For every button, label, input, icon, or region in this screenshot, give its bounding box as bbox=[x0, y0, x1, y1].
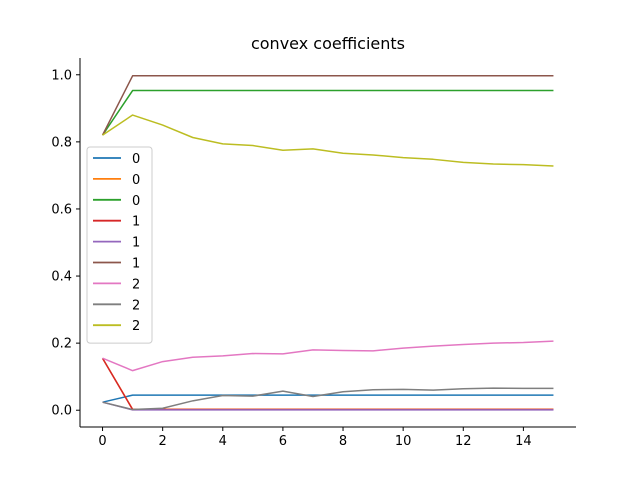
series-line-4 bbox=[102, 401, 554, 411]
y-tick-label: 0.2 bbox=[51, 337, 72, 352]
legend-label: 0 bbox=[132, 194, 140, 209]
series-line-2 bbox=[101, 89, 554, 136]
y-tick-label: 0.6 bbox=[51, 202, 72, 217]
y-tick-label: 0.8 bbox=[51, 135, 72, 150]
y-tick-label: 0.0 bbox=[51, 404, 72, 419]
x-tick-label: 0 bbox=[98, 434, 106, 449]
legend: 0 0 0 1 1 1 2 2 2 bbox=[86, 146, 153, 344]
axes: 0 2 4 6 8 10 12 140.00.20.40.60.81.0 bbox=[51, 58, 576, 449]
chart-title: convex coefficients bbox=[251, 34, 405, 53]
x-tick-label: 12 bbox=[455, 434, 472, 449]
series-line-8 bbox=[102, 114, 554, 167]
legend-label: 2 bbox=[132, 277, 140, 292]
y-tick-label: 1.0 bbox=[51, 68, 72, 83]
plot-lines bbox=[101, 75, 554, 411]
x-tick-label: 2 bbox=[159, 434, 167, 449]
legend-label: 1 bbox=[132, 236, 140, 251]
series-line-7 bbox=[102, 387, 554, 411]
legend-label: 0 bbox=[132, 152, 140, 167]
x-tick-label: 8 bbox=[339, 434, 347, 449]
x-tick-label: 4 bbox=[219, 434, 227, 449]
legend-box bbox=[86, 146, 153, 344]
series-line-3 bbox=[101, 357, 554, 411]
legend-label: 1 bbox=[132, 257, 140, 272]
series-line-5 bbox=[101, 75, 554, 136]
x-tick-label: 10 bbox=[395, 434, 412, 449]
series-line-6 bbox=[102, 340, 554, 372]
y-tick-label: 0.4 bbox=[51, 270, 72, 285]
series-line-0 bbox=[102, 394, 554, 403]
x-tick-label: 14 bbox=[515, 434, 532, 449]
legend-label: 1 bbox=[132, 215, 140, 230]
legend-label: 0 bbox=[132, 173, 140, 188]
legend-label: 2 bbox=[132, 319, 140, 334]
series-line-1 bbox=[101, 357, 554, 410]
legend-label: 2 bbox=[132, 298, 140, 313]
x-tick-label: 6 bbox=[279, 434, 287, 449]
